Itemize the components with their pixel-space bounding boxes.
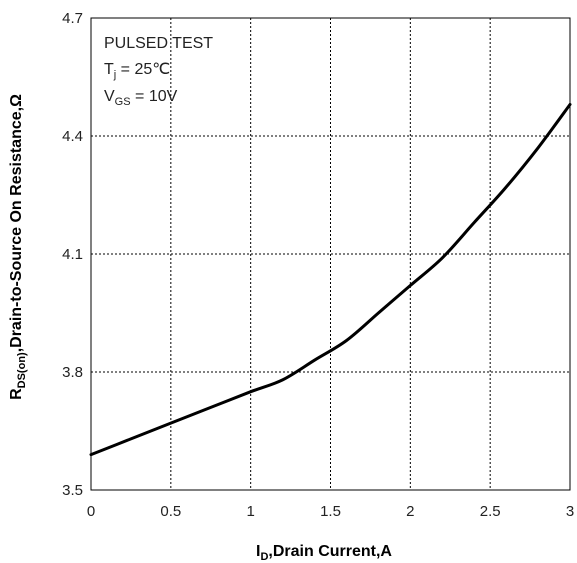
- plot-frame: [90, 17, 571, 491]
- y-axis-title-main: R: [8, 388, 25, 400]
- y-axis-title: RDS(on),Drain-to-Source On Resistance,Ω: [8, 94, 28, 400]
- x-tick-label: 0.5: [160, 503, 181, 520]
- grid: [91, 18, 570, 490]
- x-tick-labels: 0 0.5 1 1.5 2 2.5 3: [87, 503, 574, 520]
- y-axis-title-sub: DS(on): [16, 352, 28, 388]
- y-tick-label: 3.8: [62, 364, 83, 381]
- x-tick-label: 1: [246, 503, 254, 520]
- annotation-tj-main: T: [104, 61, 114, 78]
- x-tick-label: 3: [566, 503, 574, 520]
- annotation-vgs-sub: GS: [115, 96, 131, 108]
- annotation-tj: Tj = 25℃: [104, 61, 170, 81]
- annotation-tj-rest: = 25℃: [116, 61, 170, 78]
- x-tick-label: 0: [87, 503, 95, 520]
- x-tick-label: 2: [406, 503, 414, 520]
- y-tick-labels: 3.5 3.8 4.1 4.4 4.7: [62, 10, 83, 499]
- annotation-vgs-rest: = 10V: [131, 88, 178, 105]
- annotation-pulsed-test: PULSED TEST: [104, 35, 213, 52]
- annotation-vgs: VGS = 10V: [104, 88, 178, 108]
- annotation-tj-sub: j: [113, 69, 116, 81]
- x-tick-label: 2.5: [480, 503, 501, 520]
- series-line: [89, 103, 572, 457]
- x-axis-title-rest: ,Drain Current,A: [268, 543, 392, 560]
- x-tick-label: 1.5: [320, 503, 341, 520]
- y-tick-label: 4.1: [62, 246, 83, 263]
- y-tick-label: 3.5: [62, 482, 83, 499]
- y-axis-title-rest: ,Drain-to-Source On Resistance,Ω: [8, 94, 25, 352]
- y-tick-label: 4.7: [62, 10, 83, 27]
- x-axis-title-main: I: [256, 543, 260, 560]
- x-axis-title-sub: D: [260, 551, 268, 563]
- annotation-vgs-main: V: [104, 88, 115, 105]
- y-tick-label: 4.4: [62, 128, 83, 145]
- x-axis-title: ID,Drain Current,A: [256, 543, 392, 563]
